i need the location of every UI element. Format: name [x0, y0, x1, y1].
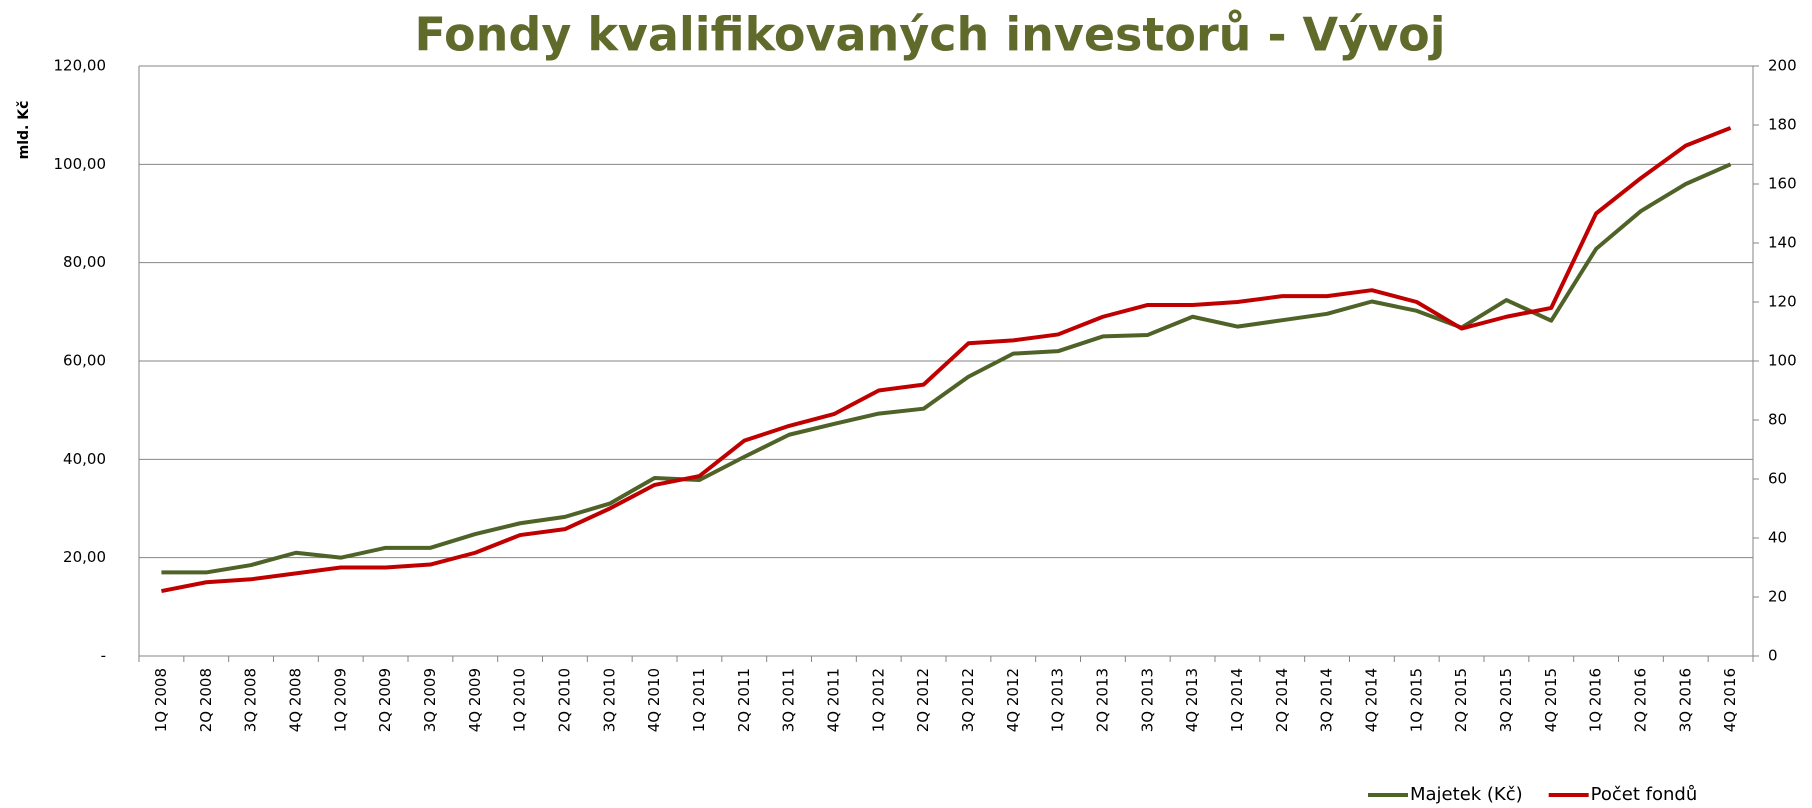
x-tick-label: 4Q 2009 [466, 668, 484, 732]
y2-tick-label: 120 [1768, 293, 1797, 311]
x-tick-label: 2Q 2015 [1452, 668, 1470, 732]
x-tick-label: 4Q 2010 [645, 668, 663, 732]
x-tick-label: 1Q 2008 [152, 668, 170, 732]
x-tick-label: 2Q 2009 [376, 668, 394, 732]
x-tick-label: 2Q 2012 [914, 668, 932, 732]
y-tick-label: 100,00 [54, 155, 107, 173]
y2-tick-label: 200 [1768, 57, 1797, 75]
x-tick-label: 4Q 2013 [1183, 668, 1201, 732]
chart-title: Fondy kvalifikovaných investorů - Vývoj [414, 8, 1445, 62]
x-tick-label: 4Q 2014 [1362, 668, 1380, 732]
x-tick-label: 3Q 2014 [1318, 668, 1336, 732]
x-tick-label: 2Q 2010 [555, 668, 573, 732]
y2-tick-label: 160 [1768, 175, 1797, 193]
x-tick-label: 4Q 2011 [824, 668, 842, 732]
x-tick-label: 3Q 2016 [1676, 668, 1694, 732]
x-tick-label: 2Q 2008 [197, 668, 215, 732]
x-tick-label: 1Q 2012 [869, 668, 887, 732]
x-tick-label: 3Q 2008 [242, 668, 260, 732]
x-tick-label: 3Q 2009 [421, 668, 439, 732]
legend-label: Počet fondů [1591, 784, 1698, 805]
y2-tick-label: 60 [1768, 470, 1787, 488]
y-tick-label: 80,00 [63, 253, 106, 271]
x-tick-label: 2Q 2016 [1631, 668, 1649, 732]
x-tick-label: 4Q 2016 [1721, 668, 1739, 732]
x-tick-label: 3Q 2015 [1497, 668, 1515, 732]
x-tick-label: 1Q 2010 [511, 668, 529, 732]
y2-tick-label: 100 [1768, 352, 1797, 370]
y2-tick-label: 40 [1768, 529, 1787, 547]
x-tick-label: 3Q 2011 [780, 668, 798, 732]
x-tick-label: 1Q 2013 [1049, 668, 1067, 732]
x-tick-label: 2Q 2013 [1093, 668, 1111, 732]
x-tick-label: 2Q 2011 [735, 668, 753, 732]
legend-label: Majetek (Kč) [1410, 784, 1523, 805]
x-tick-label: 1Q 2009 [331, 668, 349, 732]
y2-tick-label: 180 [1768, 116, 1797, 134]
y2-tick-label: 140 [1768, 234, 1797, 252]
x-tick-label: 3Q 2013 [1138, 668, 1156, 732]
y-tick-label: - [101, 647, 106, 665]
y2-tick-label: 0 [1768, 647, 1778, 665]
x-tick-label: 1Q 2016 [1587, 668, 1605, 732]
x-tick-label: 3Q 2012 [959, 668, 977, 732]
x-tick-label: 1Q 2014 [1228, 668, 1246, 732]
x-tick-label: 4Q 2012 [1004, 668, 1022, 732]
y-tick-label: 40,00 [63, 450, 106, 468]
x-tick-label: 1Q 2015 [1407, 668, 1425, 732]
series-line [161, 162, 1732, 575]
y2-tick-label: 80 [1768, 411, 1787, 429]
x-tick-label: 2Q 2014 [1273, 668, 1291, 732]
x-tick-label: 4Q 2008 [286, 668, 304, 732]
y-tick-label: 20,00 [63, 548, 106, 566]
x-tick-label: 3Q 2010 [600, 668, 618, 732]
y-tick-label: 60,00 [63, 352, 106, 370]
y2-tick-label: 20 [1768, 588, 1787, 606]
x-tick-label: 1Q 2011 [690, 668, 708, 732]
series-line [161, 126, 1732, 594]
y-axis-label: mld. Kč [16, 101, 32, 160]
x-tick-label: 4Q 2015 [1542, 668, 1560, 732]
y-tick-label: 120,00 [54, 57, 107, 75]
